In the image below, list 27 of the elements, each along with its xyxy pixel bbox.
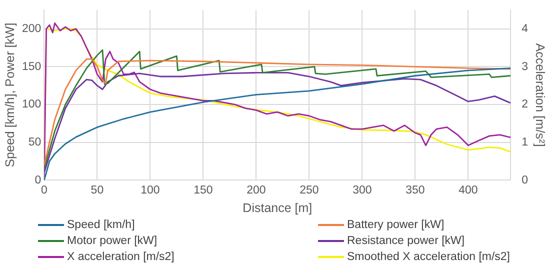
x-tick-label: 300 [352, 184, 372, 196]
x-tick-label: 250 [300, 184, 319, 196]
x-tick-label: 150 [194, 184, 213, 196]
y2-tick-label: 4 [522, 22, 529, 35]
y2-tick-label: 2 [522, 98, 528, 111]
legend-label: Battery power [kW] [347, 219, 444, 231]
y-tick-label: 0 [34, 174, 42, 186]
legend-label: Smoothed X acceleration [m/s2] [347, 251, 510, 263]
x-tick-label: 50 [90, 184, 104, 196]
x-tick-label: 350 [406, 184, 425, 196]
legend-label: X acceleration [m/s2] [67, 251, 174, 263]
y2-tick-label: 1 [522, 136, 528, 149]
legend-label: Resistance power [kW] [347, 235, 465, 247]
y-tick-label: 200 [22, 22, 42, 35]
y2-tick-label: 0 [522, 174, 528, 186]
y-tick-label: 150 [22, 60, 42, 73]
legend-label: Motor power [kW] [67, 235, 158, 247]
y2-tick-label: 3 [522, 60, 528, 73]
y-tick-label: 50 [28, 136, 42, 149]
y-axis-title: Speed [km/h], Power [kW] [2, 22, 17, 168]
y-tick-label: 100 [22, 98, 42, 111]
x-tick-label: 400 [458, 184, 478, 196]
x-tick-label: 100 [140, 184, 160, 196]
x-tick-label: 200 [246, 184, 266, 196]
y2-axis-title: Acceleration [m/s²] [533, 43, 548, 147]
legend-label: Speed [km/h] [67, 219, 135, 231]
x-axis-title: Distance [m] [242, 200, 312, 215]
